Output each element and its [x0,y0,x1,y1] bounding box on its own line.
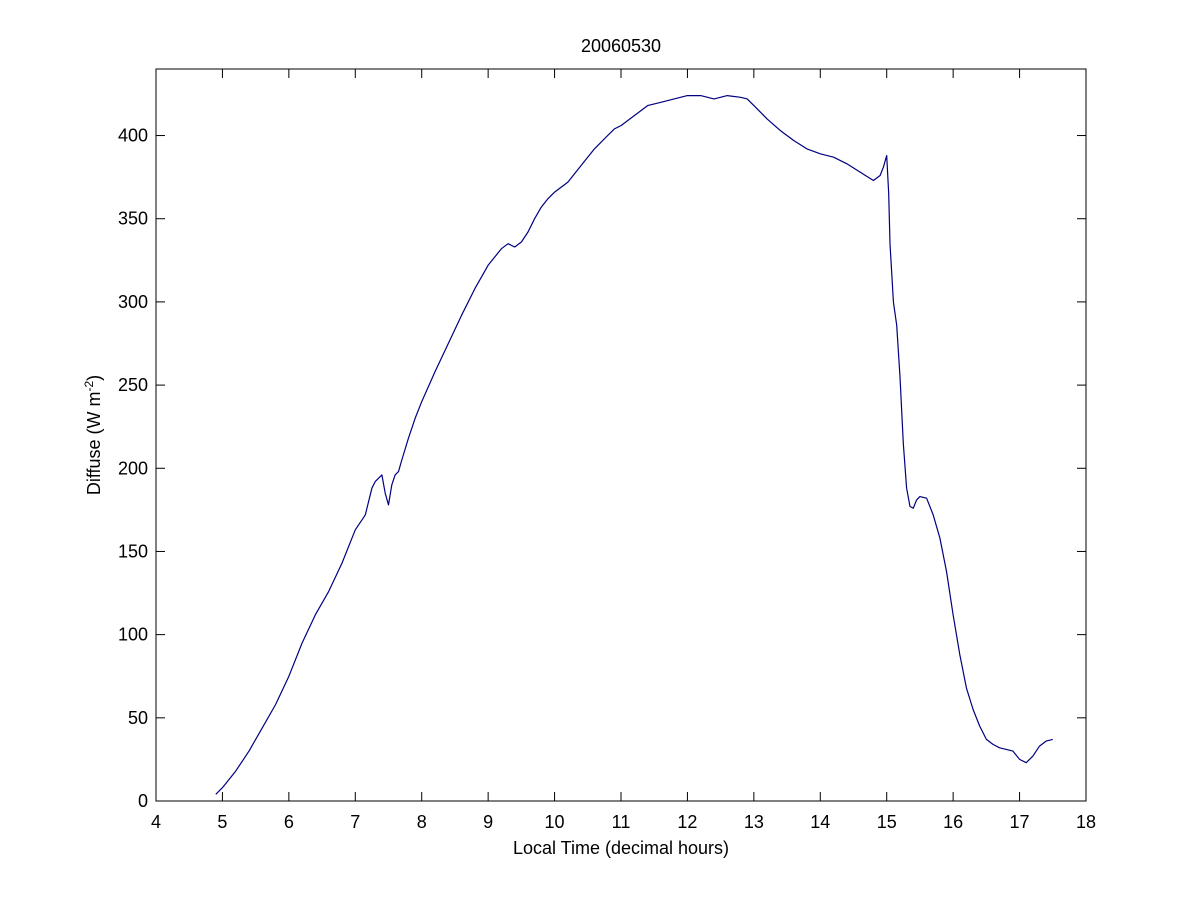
y-tick-label: 0 [138,791,148,811]
x-tick-label: 16 [943,812,963,832]
series-line [215,94,1053,795]
y-tick-label: 100 [118,625,148,645]
x-axis-label: Local Time (decimal hours) [513,838,729,858]
x-tick-label: 12 [677,812,697,832]
series-layer [215,94,1053,795]
x-tick-label: 9 [483,812,493,832]
y-axis-label: Diffuse (W m-2) [82,375,104,495]
x-tick-label: 6 [284,812,294,832]
y-tick-label: 300 [118,292,148,312]
axes-box [155,68,1087,802]
axis-ticks: 4 5 6 7 8 9 10 11 12 13 14 15 16 17 18 0 50 100 150 200 250 3… [118,69,1096,832]
y-tick-label: 150 [118,541,148,561]
x-tick-label: 10 [545,812,565,832]
x-tick-label: 17 [1010,812,1030,832]
x-tick-label: 18 [1076,812,1096,832]
y-axis-label-close: ) [84,375,104,381]
x-tick-label: 15 [877,812,897,832]
y-tick-label: 400 [118,126,148,146]
y-axis-label-text: Diffuse (W m [84,391,104,495]
y-tick-label: 250 [118,375,148,395]
x-tick-label: 13 [744,812,764,832]
x-tick-label: 8 [417,812,427,832]
chart-title: 20060530 [581,36,661,56]
x-tick-label: 7 [350,812,360,832]
x-tick-label: 14 [810,812,830,832]
x-tick-label: 5 [217,812,227,832]
y-tick-label: 200 [118,458,148,478]
y-tick-label: 50 [128,708,148,728]
y-tick-label: 350 [118,209,148,229]
x-tick-label: 4 [151,812,161,832]
y-axis-label-superscript: -2 [82,380,96,391]
x-tick-label: 11 [612,812,631,832]
plot-area [156,69,1086,801]
